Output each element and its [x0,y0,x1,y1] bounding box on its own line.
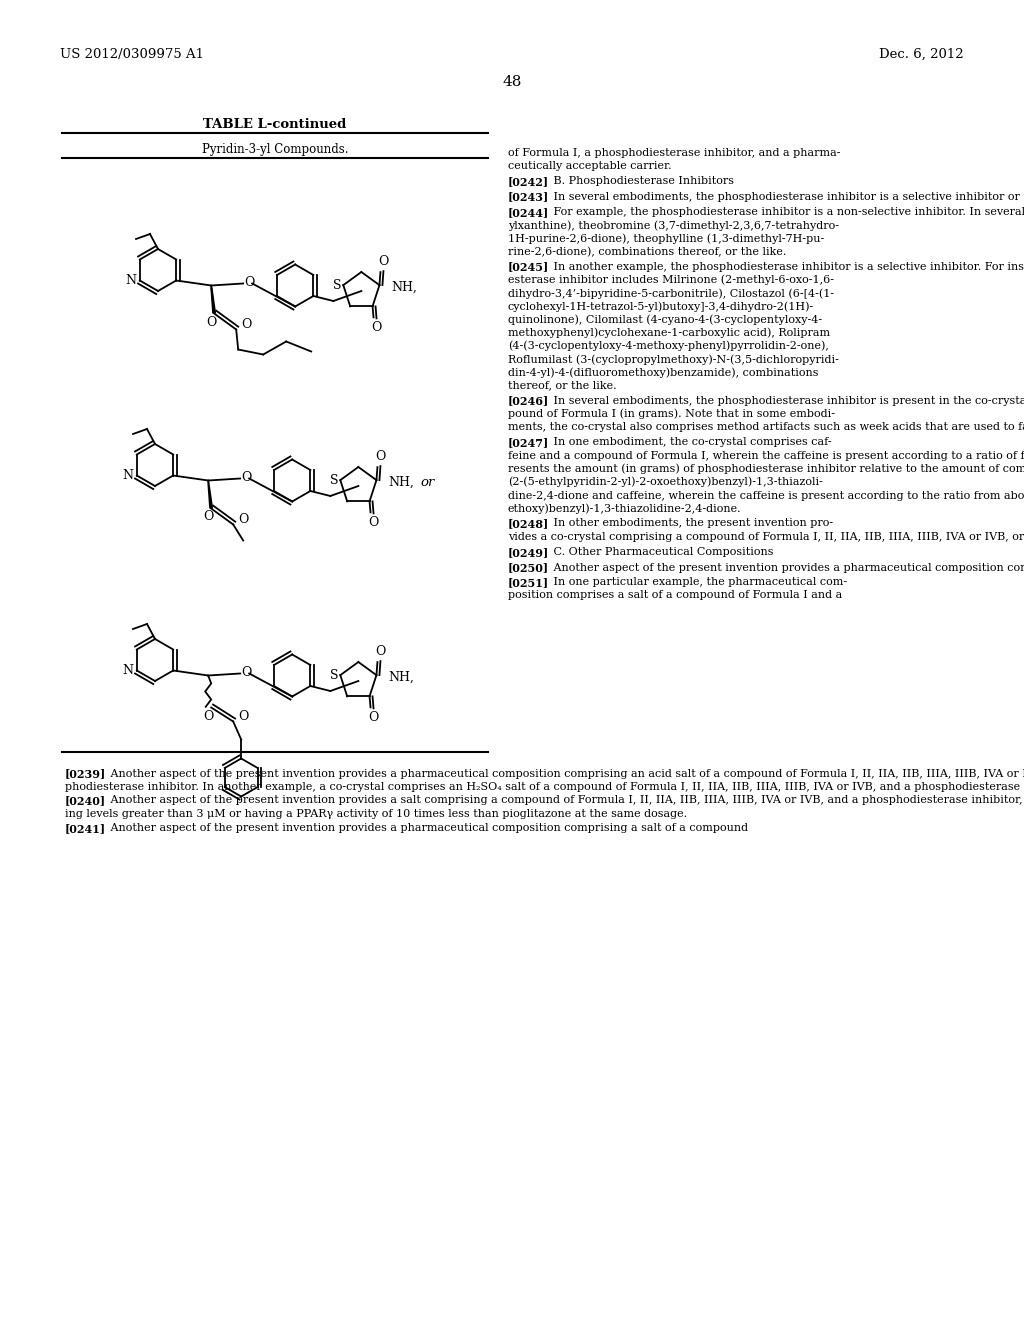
Polygon shape [210,285,216,314]
Text: Another aspect of the present invention provides a pharmaceutical composition co: Another aspect of the present invention … [99,768,1024,779]
Text: [0247]: [0247] [508,437,549,449]
Text: NH,: NH, [391,281,418,293]
Text: (2-(5-ethylpyridin-2-yl)-2-oxoethoxy)benzyl)-1,3-thiazoli-: (2-(5-ethylpyridin-2-yl)-2-oxoethoxy)ben… [508,477,823,487]
Text: [0249]: [0249] [508,546,549,558]
Text: O: O [242,667,252,678]
Text: [0241]: [0241] [65,822,106,834]
Text: [0244]: [0244] [508,207,549,218]
Text: O: O [375,645,386,659]
Text: In several embodiments, the phosphodiesterase inhibitor is a selective inhibitor: In several embodiments, the phosphodiest… [543,191,1024,202]
Text: feine and a compound of Formula I, wherein the caffeine is present according to : feine and a compound of Formula I, where… [508,450,1024,461]
Text: ylxanthine), theobromine (3,7-dimethyl-2,3,6,7-tetrahydro-: ylxanthine), theobromine (3,7-dimethyl-2… [508,220,839,231]
Text: O: O [369,516,379,529]
Text: [0242]: [0242] [508,177,549,187]
Text: S: S [330,474,338,487]
Text: N: N [123,469,134,482]
Text: rine-2,6-dione), combinations thereof, or the like.: rine-2,6-dione), combinations thereof, o… [508,247,786,257]
Text: O: O [369,711,379,725]
Text: In another example, the phosphodiesterase inhibitor is a selective inhibitor. Fo: In another example, the phosphodiesteras… [543,261,1024,272]
Text: [0240]: [0240] [65,796,106,807]
Text: S: S [333,279,341,292]
Text: Pyridin-3-yl Compounds.: Pyridin-3-yl Compounds. [202,143,348,156]
Text: In one embodiment, the co-crystal comprises caf-: In one embodiment, the co-crystal compri… [543,437,831,447]
Text: ments, the co-crystal also comprises method artifacts such as week acids that ar: ments, the co-crystal also comprises met… [508,422,1024,432]
Text: O: O [242,318,252,331]
Text: NH,: NH, [388,475,415,488]
Text: position comprises a salt of a compound of Formula I and a: position comprises a salt of a compound … [508,590,843,601]
Text: Another aspect of the present invention provides a salt comprising a compound of: Another aspect of the present invention … [99,796,1024,805]
Text: O: O [206,315,216,329]
Text: [0239]: [0239] [65,768,106,779]
Text: In other embodiments, the present invention pro-: In other embodiments, the present invent… [543,519,833,528]
Text: B. Phosphodiesterase Inhibitors: B. Phosphodiesterase Inhibitors [543,177,734,186]
Text: O: O [239,710,249,723]
Text: [0243]: [0243] [508,191,549,202]
Text: quinolinone), Cilomilast (4-cyano-4-(3-cyclopentyloxy-4-: quinolinone), Cilomilast (4-cyano-4-(3-c… [508,314,822,325]
Text: din-4-yl)-4-(difluoromethoxy)benzamide), combinations: din-4-yl)-4-(difluoromethoxy)benzamide),… [508,367,818,378]
Text: O: O [378,255,389,268]
Text: 48: 48 [503,75,521,88]
Text: dihydro-3,4’-bipyridine-5-carbonitrile), Cilostazol (6-[4-(1-: dihydro-3,4’-bipyridine-5-carbonitrile),… [508,288,835,298]
Text: O: O [372,321,382,334]
Text: For example, the phosphodiesterase inhibitor is a non-selective inhibitor. In se: For example, the phosphodiesterase inhib… [543,207,1024,218]
Text: O: O [203,511,213,524]
Text: [0248]: [0248] [508,519,549,529]
Text: resents the amount (in grams) of phosphodiesterase inhibitor relative to the amo: resents the amount (in grams) of phospho… [508,463,1024,474]
Text: [0246]: [0246] [508,396,549,407]
Text: pound of Formula I (in grams). Note that in some embodi-: pound of Formula I (in grams). Note that… [508,409,835,420]
Text: cyclohexyl-1H-tetrazol-5-yl)butoxy]-3,4-dihydro-2(1H)-: cyclohexyl-1H-tetrazol-5-yl)butoxy]-3,4-… [508,301,814,312]
Text: or: or [421,475,435,488]
Text: O: O [242,471,252,484]
Text: N: N [126,275,137,286]
Text: Another aspect of the present invention provides a pharmaceutical composition co: Another aspect of the present invention … [543,562,1024,573]
Text: ceutically acceptable carrier.: ceutically acceptable carrier. [508,161,672,172]
Text: N: N [123,664,134,677]
Text: [0251]: [0251] [508,577,549,589]
Text: Dec. 6, 2012: Dec. 6, 2012 [880,48,964,61]
Text: dine-2,4-dione and caffeine, wherein the caffeine is present according to the ra: dine-2,4-dione and caffeine, wherein the… [508,490,1024,500]
Text: O: O [203,710,213,722]
Text: ing levels greater than 3 μM or having a PPARγ activity of 10 times less than pi: ing levels greater than 3 μM or having a… [65,809,687,818]
Text: esterase inhibitor includes Milrinone (2-methyl-6-oxo-1,6-: esterase inhibitor includes Milrinone (2… [508,275,834,285]
Text: O: O [239,513,249,525]
Text: Another aspect of the present invention provides a pharmaceutical composition co: Another aspect of the present invention … [99,822,748,833]
Text: O: O [375,450,386,463]
Text: ethoxy)benzyl)-1,3-thiazolidine-2,4-dione.: ethoxy)benzyl)-1,3-thiazolidine-2,4-dion… [508,503,741,513]
Text: O: O [244,276,255,289]
Text: of Formula I, a phosphodiesterase inhibitor, and a pharma-: of Formula I, a phosphodiesterase inhibi… [508,148,841,158]
Text: In several embodiments, the phosphodiesterase inhibitor is present in the co-cry: In several embodiments, the phosphodiest… [543,396,1024,407]
Polygon shape [207,480,213,508]
Text: NH,: NH, [388,671,415,684]
Text: TABLE L-continued: TABLE L-continued [204,117,347,131]
Text: methoxyphenyl)cyclohexane-1-carboxylic acid), Rolipram: methoxyphenyl)cyclohexane-1-carboxylic a… [508,327,830,338]
Text: 1H-purine-2,6-dione), theophylline (1,3-dimethyl-7H-pu-: 1H-purine-2,6-dione), theophylline (1,3-… [508,234,824,244]
Text: S: S [330,669,338,681]
Text: phodiesterase inhibitor. In another example, a co-crystal comprises an H₂SO₄ sal: phodiesterase inhibitor. In another exam… [65,781,1024,792]
Text: vides a co-crystal comprising a compound of Formula I, II, IIA, IIB, IIIA, IIIB,: vides a co-crystal comprising a compound… [508,532,1024,541]
Text: C. Other Pharmaceutical Compositions: C. Other Pharmaceutical Compositions [543,546,773,557]
Text: US 2012/0309975 A1: US 2012/0309975 A1 [60,48,204,61]
Text: In one particular example, the pharmaceutical com-: In one particular example, the pharmaceu… [543,577,847,587]
Text: (4-(3-cyclopentyloxy-4-methoxy-phenyl)pyrrolidin-2-one),: (4-(3-cyclopentyloxy-4-methoxy-phenyl)py… [508,341,828,351]
Text: Roflumilast (3-(cyclopropylmethoxy)-N-(3,5-dichloropyridi-: Roflumilast (3-(cyclopropylmethoxy)-N-(3… [508,354,839,364]
Text: [0245]: [0245] [508,261,549,273]
Text: [0250]: [0250] [508,562,549,573]
Text: thereof, or the like.: thereof, or the like. [508,380,616,391]
